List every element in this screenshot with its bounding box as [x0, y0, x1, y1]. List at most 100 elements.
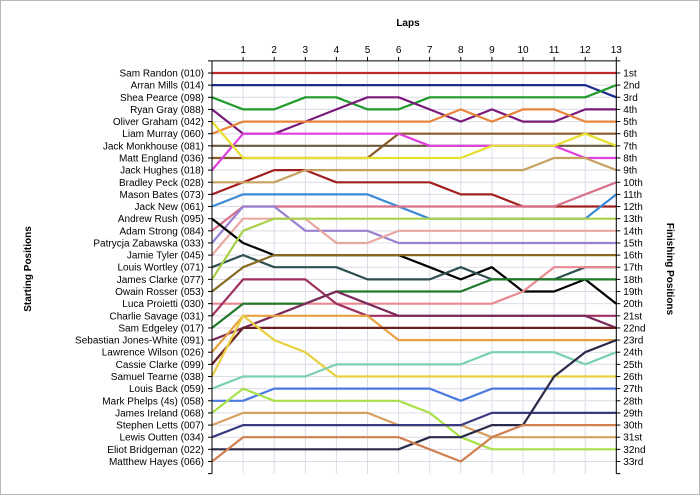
series-line-29 [211, 387, 617, 451]
series-line-28 [212, 387, 617, 402]
starting-driver-label: Liam Murray (060) [122, 129, 204, 140]
starting-driver-label: James Clarke (077) [117, 275, 204, 286]
finish-position-label: 14th [623, 226, 642, 237]
labels: Sam Randon (010)Arran Mills (014)Shea Pe… [75, 69, 646, 468]
lap-tick-label: 11 [549, 45, 560, 56]
lap-tick-label: 3 [303, 45, 309, 56]
starting-driver-label: Bradley Peck (028) [119, 178, 204, 189]
series-line-2 [212, 83, 617, 99]
starting-driver-label: Adam Strong (084) [120, 226, 205, 237]
series-line-9 [211, 120, 617, 160]
finish-position-label: 18th [623, 275, 642, 286]
series-lines [211, 71, 617, 463]
finish-position-label: 33rd [623, 457, 643, 468]
starting-driver-label: James Ireland (068) [115, 408, 204, 419]
finish-position-label: 25th [623, 360, 642, 371]
starting-driver-label: Jack Hughes (018) [120, 166, 204, 177]
series-line-22 [211, 278, 617, 329]
starting-driver-label: Louis Back (059) [129, 384, 204, 395]
starting-driver-label: Jack New (061) [135, 202, 204, 213]
finish-position-label: 12th [623, 202, 642, 213]
starting-driver-label: Patrycja Zabawska (033) [93, 238, 204, 249]
finish-position-label: 4th [623, 105, 637, 116]
starting-driver-label: Jamie Tyler (045) [127, 251, 204, 262]
finish-position-label: 16th [623, 251, 642, 262]
lap-tick-label: 10 [517, 45, 529, 56]
lap-tick-label: 5 [365, 45, 371, 56]
series-line-26 [211, 314, 617, 378]
finish-position-label: 17th [623, 263, 642, 274]
series-line-5 [211, 108, 617, 135]
axes: 1 2 3 4 5 6 7 8 9 10 11 12 13 [208, 45, 623, 475]
starting-driver-label: Charlie Savage (031) [110, 311, 205, 322]
starting-driver-label: Ryan Gray (088) [130, 105, 204, 116]
finish-position-label: 24th [623, 348, 642, 359]
finish-position-label: 8th [623, 153, 637, 164]
finish-position-label: 11th [623, 190, 642, 201]
finish-position-label: 29th [623, 408, 642, 419]
starting-driver-label: Lewis Outten (034) [120, 433, 205, 444]
finish-position-label: 2nd [623, 81, 640, 92]
starting-driver-label: Matt England (036) [119, 153, 204, 164]
y-axis-title-right: Finishing Positions [664, 223, 675, 316]
lap-tick-label: 9 [489, 45, 495, 56]
starting-driver-label: Sam Edgeley (017) [118, 323, 204, 334]
series-line-11 [212, 156, 617, 184]
starting-driver-label: Samuel Tearne (038) [111, 372, 204, 383]
series-line-24 [211, 314, 617, 353]
starting-driver-label: Mark Phelps (4s) (058) [102, 396, 204, 407]
series-line-13 [211, 181, 617, 232]
finish-position-label: 26th [623, 372, 642, 383]
finish-position-label: 22nd [623, 323, 645, 334]
finish-position-label: 21st [623, 311, 642, 322]
starting-driver-label: Lawrence Wilson (026) [102, 348, 204, 359]
finish-position-label: 15th [623, 238, 642, 249]
finish-position-label: 7th [623, 141, 637, 152]
series-line-18 [211, 217, 617, 280]
lap-tick-label: 13 [611, 45, 623, 56]
starting-driver-label: Louis Wortley (071) [117, 263, 204, 274]
finish-position-label: 6th [623, 129, 637, 140]
lap-tick-label: 12 [580, 45, 592, 56]
starting-driver-label: Luca Proietti (030) [122, 299, 204, 310]
series-line-4 [211, 96, 617, 135]
series-line-33 [211, 424, 617, 463]
finish-position-label: 13th [623, 214, 642, 225]
series-line-23 [211, 290, 617, 342]
finish-position-label: 9th [623, 166, 637, 177]
finish-position-label: 28th [623, 396, 642, 407]
finish-position-label: 5th [623, 117, 637, 128]
lap-tick-label: 8 [458, 45, 464, 56]
finish-position-label: 1st [623, 69, 637, 80]
starting-driver-label: Eliot Bridgeman (022) [107, 445, 204, 456]
finish-position-label: 10th [623, 178, 642, 189]
finish-position-label: 31st [623, 433, 642, 444]
starting-driver-label: Andrew Rush (095) [118, 214, 204, 225]
series-line-14 [211, 205, 617, 245]
finish-position-label: 20th [623, 299, 642, 310]
finish-position-label: 3rd [623, 93, 637, 104]
starting-driver-label: Matthew Hayes (066) [109, 457, 204, 468]
starting-driver-label: Owain Rosser (053) [115, 287, 204, 298]
starting-driver-label: Sebastian Jones-White (091) [75, 336, 204, 347]
finish-position-label: 30th [623, 421, 642, 432]
lap-tick-label: 4 [334, 45, 340, 56]
lap-tick-label: 7 [427, 45, 433, 56]
x-axis-title: Laps [396, 18, 420, 29]
finish-position-label: 19th [623, 287, 642, 298]
series-line-27 [211, 351, 617, 390]
starting-driver-label: Cassie Clarke (099) [116, 360, 204, 371]
lap-tick-label: 6 [396, 45, 402, 56]
lap-tick-label: 1 [240, 45, 246, 56]
y-axis-title-left: Starting Positions [23, 226, 34, 312]
starting-driver-label: Jack Monkhouse (081) [103, 141, 204, 152]
starting-driver-label: Sam Randon (010) [120, 69, 205, 80]
starting-driver-label: Mason Bates (073) [120, 190, 205, 201]
series-line-19 [211, 254, 617, 293]
starting-driver-label: Shea Pearce (098) [120, 93, 204, 104]
series-line-25 [211, 326, 617, 366]
starting-driver-label: Arran Mills (014) [131, 81, 204, 92]
series-line-31 [211, 411, 617, 439]
